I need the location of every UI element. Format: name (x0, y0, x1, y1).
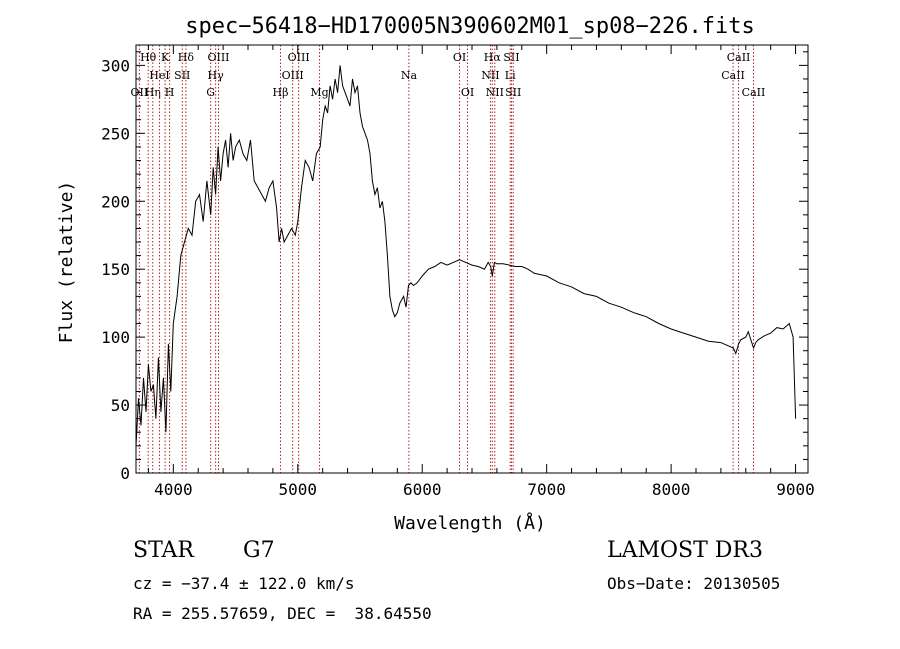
y-tick-label: 0 (120, 464, 130, 483)
coordinates: RA = 255.57659, DEC = 38.64550 (133, 604, 432, 623)
spectral-line-label: HeI (149, 69, 169, 82)
spectral-line-label: SII (503, 51, 519, 64)
x-tick-label: 5000 (279, 480, 318, 499)
spectral-line-label: CaII (742, 86, 766, 99)
x-axis-label: Wavelength (Å) (394, 512, 546, 534)
y-tick-label: 100 (101, 328, 130, 347)
spectral-line-label: SII (174, 69, 190, 82)
y-tick-label: 300 (101, 56, 130, 75)
spectrum-line (135, 65, 797, 446)
spectral-line-label: Na (401, 69, 418, 82)
y-tick-label: 250 (101, 124, 130, 143)
y-tick-label: 50 (111, 396, 130, 415)
redshift-text: cz = −37.4 ± 122.0 km/s (133, 574, 355, 593)
spectral-line-label: K (161, 51, 170, 64)
x-tick-label: 4000 (154, 480, 193, 499)
spectral-line-label: Hη (145, 86, 161, 99)
y-axis-label: Flux (relative) (56, 181, 77, 344)
spectral-line-label: Hβ (273, 86, 289, 99)
x-tick-label: 7000 (527, 480, 566, 499)
spectral-line-label: NII (486, 86, 504, 99)
spectral-line-label: Hγ (208, 69, 225, 82)
spectral-line-label: CaII (721, 69, 745, 82)
survey-name: LAMOST DR3 (607, 538, 763, 563)
x-tick-label: 6000 (403, 480, 442, 499)
spectral-line-label: Hδ (178, 51, 195, 64)
obs-date: Obs−Date: 20130505 (607, 574, 781, 593)
spectral-line-label: Li (505, 69, 516, 82)
y-tick-label: 150 (101, 260, 130, 279)
x-tick-label: 9000 (776, 480, 815, 499)
spectral-line-label: G (206, 86, 215, 99)
object-class: STAR (133, 538, 194, 563)
spectral-line-label: H (165, 86, 175, 99)
spectral-line-label: SII (505, 86, 521, 99)
spectral-line-label: NII (481, 69, 499, 82)
y-tick-label: 200 (101, 192, 130, 211)
spectral-line-label: OIII (207, 51, 229, 64)
spectral-line-label: OI (453, 51, 466, 64)
plot-area: OIIHθHηHeIKHHδSIIGHγOIIIHβOIIIOIIIMgNaOI… (101, 44, 815, 499)
spectral-line-label: OIII (282, 69, 304, 82)
spectral-line-label: Hα (484, 51, 502, 64)
x-tick-label: 8000 (652, 480, 691, 499)
spectral-line-label: OI (461, 86, 474, 99)
chart-title: spec−56418−HD170005N390602M01_sp08−226.f… (185, 14, 755, 39)
spectral-line-label: OIII (288, 51, 310, 64)
subclass: G7 (243, 538, 275, 563)
spectral-line-label: CaII (727, 51, 751, 64)
spectral-line-label: Hθ (140, 51, 157, 64)
spectral-line-label: Mg (310, 86, 328, 99)
plot-frame (135, 44, 809, 474)
